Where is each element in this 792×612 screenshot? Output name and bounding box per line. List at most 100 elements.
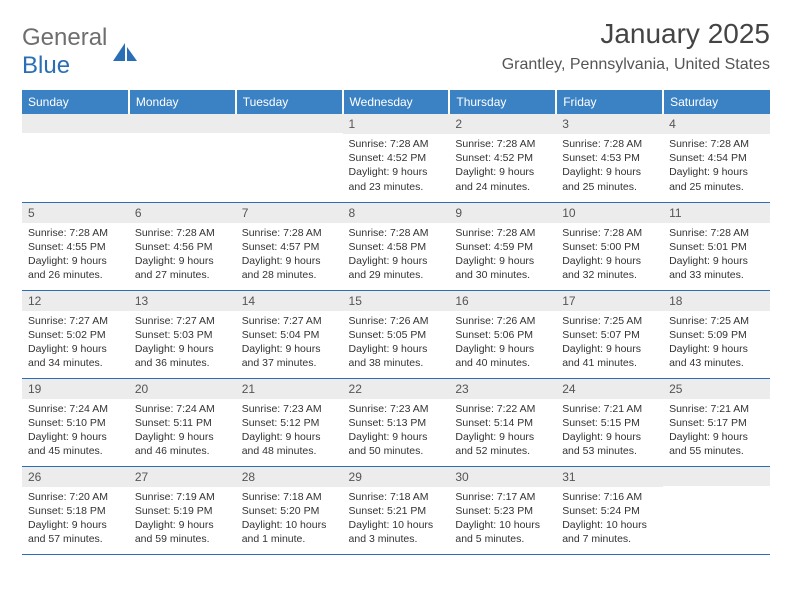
calendar-day-cell: 22Sunrise: 7:23 AMSunset: 5:13 PMDayligh… [343,378,450,466]
day-number: 24 [556,379,663,399]
day-header: Sunday [22,90,129,114]
day-details: Sunrise: 7:20 AMSunset: 5:18 PMDaylight:… [22,487,129,552]
day-number: 11 [663,203,770,223]
day-details: Sunrise: 7:16 AMSunset: 5:24 PMDaylight:… [556,487,663,552]
calendar-day-cell: 26Sunrise: 7:20 AMSunset: 5:18 PMDayligh… [22,466,129,554]
calendar-day-cell: 31Sunrise: 7:16 AMSunset: 5:24 PMDayligh… [556,466,663,554]
calendar-day-cell: 16Sunrise: 7:26 AMSunset: 5:06 PMDayligh… [449,290,556,378]
day-number: 16 [449,291,556,311]
calendar-day-cell: 17Sunrise: 7:25 AMSunset: 5:07 PMDayligh… [556,290,663,378]
day-number: 12 [22,291,129,311]
calendar-day-cell: 29Sunrise: 7:18 AMSunset: 5:21 PMDayligh… [343,466,450,554]
day-number: 8 [343,203,450,223]
day-details: Sunrise: 7:28 AMSunset: 4:58 PMDaylight:… [343,223,450,288]
calendar-day-cell: 1Sunrise: 7:28 AMSunset: 4:52 PMDaylight… [343,114,450,202]
day-number: 30 [449,467,556,487]
calendar-week-row: 26Sunrise: 7:20 AMSunset: 5:18 PMDayligh… [22,466,770,554]
calendar-day-cell: 3Sunrise: 7:28 AMSunset: 4:53 PMDaylight… [556,114,663,202]
day-details: Sunrise: 7:28 AMSunset: 4:52 PMDaylight:… [343,134,450,199]
brand-part1: General [22,24,107,51]
calendar-week-row: 19Sunrise: 7:24 AMSunset: 5:10 PMDayligh… [22,378,770,466]
day-number: 19 [22,379,129,399]
calendar-day-cell: 18Sunrise: 7:25 AMSunset: 5:09 PMDayligh… [663,290,770,378]
calendar-day-cell: 14Sunrise: 7:27 AMSunset: 5:04 PMDayligh… [236,290,343,378]
day-number: 28 [236,467,343,487]
calendar-day-cell: 10Sunrise: 7:28 AMSunset: 5:00 PMDayligh… [556,202,663,290]
sail-icon [111,41,139,63]
calendar-day-cell: 6Sunrise: 7:28 AMSunset: 4:56 PMDaylight… [129,202,236,290]
calendar-day-cell: 21Sunrise: 7:23 AMSunset: 5:12 PMDayligh… [236,378,343,466]
day-number: 9 [449,203,556,223]
calendar-day-cell [236,114,343,202]
day-number: 26 [22,467,129,487]
calendar-week-row: 5Sunrise: 7:28 AMSunset: 4:55 PMDaylight… [22,202,770,290]
calendar-day-cell [663,466,770,554]
day-number: 14 [236,291,343,311]
day-number: 15 [343,291,450,311]
calendar-table: SundayMondayTuesdayWednesdayThursdayFrid… [22,90,770,555]
day-header: Thursday [449,90,556,114]
day-details: Sunrise: 7:28 AMSunset: 4:59 PMDaylight:… [449,223,556,288]
page-header: General Blue January 2025 Grantley, Penn… [22,18,770,80]
day-details: Sunrise: 7:27 AMSunset: 5:02 PMDaylight:… [22,311,129,376]
day-number: 29 [343,467,450,487]
day-details: Sunrise: 7:25 AMSunset: 5:09 PMDaylight:… [663,311,770,376]
day-details: Sunrise: 7:28 AMSunset: 4:57 PMDaylight:… [236,223,343,288]
day-details: Sunrise: 7:19 AMSunset: 5:19 PMDaylight:… [129,487,236,552]
calendar-day-cell: 5Sunrise: 7:28 AMSunset: 4:55 PMDaylight… [22,202,129,290]
day-header: Saturday [663,90,770,114]
calendar-day-cell: 4Sunrise: 7:28 AMSunset: 4:54 PMDaylight… [663,114,770,202]
calendar-body: 1Sunrise: 7:28 AMSunset: 4:52 PMDaylight… [22,114,770,554]
calendar-day-cell: 24Sunrise: 7:21 AMSunset: 5:15 PMDayligh… [556,378,663,466]
day-details: Sunrise: 7:28 AMSunset: 4:55 PMDaylight:… [22,223,129,288]
day-details: Sunrise: 7:28 AMSunset: 5:01 PMDaylight:… [663,223,770,288]
calendar-day-cell: 12Sunrise: 7:27 AMSunset: 5:02 PMDayligh… [22,290,129,378]
day-number: 13 [129,291,236,311]
day-details: Sunrise: 7:28 AMSunset: 4:52 PMDaylight:… [449,134,556,199]
day-number [129,114,236,133]
day-number: 10 [556,203,663,223]
day-number [663,467,770,486]
day-details: Sunrise: 7:24 AMSunset: 5:11 PMDaylight:… [129,399,236,464]
day-details: Sunrise: 7:28 AMSunset: 5:00 PMDaylight:… [556,223,663,288]
brand-text: General Blue [22,24,107,80]
day-details: Sunrise: 7:18 AMSunset: 5:20 PMDaylight:… [236,487,343,552]
calendar-day-cell: 27Sunrise: 7:19 AMSunset: 5:19 PMDayligh… [129,466,236,554]
month-title: January 2025 [502,18,770,50]
calendar-day-cell [129,114,236,202]
calendar-day-cell: 15Sunrise: 7:26 AMSunset: 5:05 PMDayligh… [343,290,450,378]
day-number: 3 [556,114,663,134]
day-number: 27 [129,467,236,487]
day-details: Sunrise: 7:27 AMSunset: 5:04 PMDaylight:… [236,311,343,376]
brand-part2: Blue [22,52,70,79]
day-details: Sunrise: 7:25 AMSunset: 5:07 PMDaylight:… [556,311,663,376]
day-details: Sunrise: 7:28 AMSunset: 4:56 PMDaylight:… [129,223,236,288]
calendar-day-cell: 8Sunrise: 7:28 AMSunset: 4:58 PMDaylight… [343,202,450,290]
day-number: 6 [129,203,236,223]
calendar-day-cell: 25Sunrise: 7:21 AMSunset: 5:17 PMDayligh… [663,378,770,466]
day-details: Sunrise: 7:23 AMSunset: 5:13 PMDaylight:… [343,399,450,464]
calendar-day-cell: 20Sunrise: 7:24 AMSunset: 5:11 PMDayligh… [129,378,236,466]
day-number: 20 [129,379,236,399]
day-number: 23 [449,379,556,399]
day-details: Sunrise: 7:17 AMSunset: 5:23 PMDaylight:… [449,487,556,552]
calendar-day-cell: 2Sunrise: 7:28 AMSunset: 4:52 PMDaylight… [449,114,556,202]
day-details: Sunrise: 7:21 AMSunset: 5:17 PMDaylight:… [663,399,770,464]
day-number: 31 [556,467,663,487]
calendar-day-cell: 7Sunrise: 7:28 AMSunset: 4:57 PMDaylight… [236,202,343,290]
day-number [236,114,343,133]
calendar-day-cell: 23Sunrise: 7:22 AMSunset: 5:14 PMDayligh… [449,378,556,466]
day-number: 2 [449,114,556,134]
brand-logo: General Blue [22,18,139,80]
calendar-week-row: 12Sunrise: 7:27 AMSunset: 5:02 PMDayligh… [22,290,770,378]
day-header: Friday [556,90,663,114]
title-block: January 2025 Grantley, Pennsylvania, Uni… [502,18,770,74]
day-details: Sunrise: 7:22 AMSunset: 5:14 PMDaylight:… [449,399,556,464]
day-details: Sunrise: 7:26 AMSunset: 5:05 PMDaylight:… [343,311,450,376]
day-number: 21 [236,379,343,399]
day-details: Sunrise: 7:27 AMSunset: 5:03 PMDaylight:… [129,311,236,376]
calendar-day-cell: 9Sunrise: 7:28 AMSunset: 4:59 PMDaylight… [449,202,556,290]
calendar-header-row: SundayMondayTuesdayWednesdayThursdayFrid… [22,90,770,114]
day-header: Monday [129,90,236,114]
calendar-week-row: 1Sunrise: 7:28 AMSunset: 4:52 PMDaylight… [22,114,770,202]
